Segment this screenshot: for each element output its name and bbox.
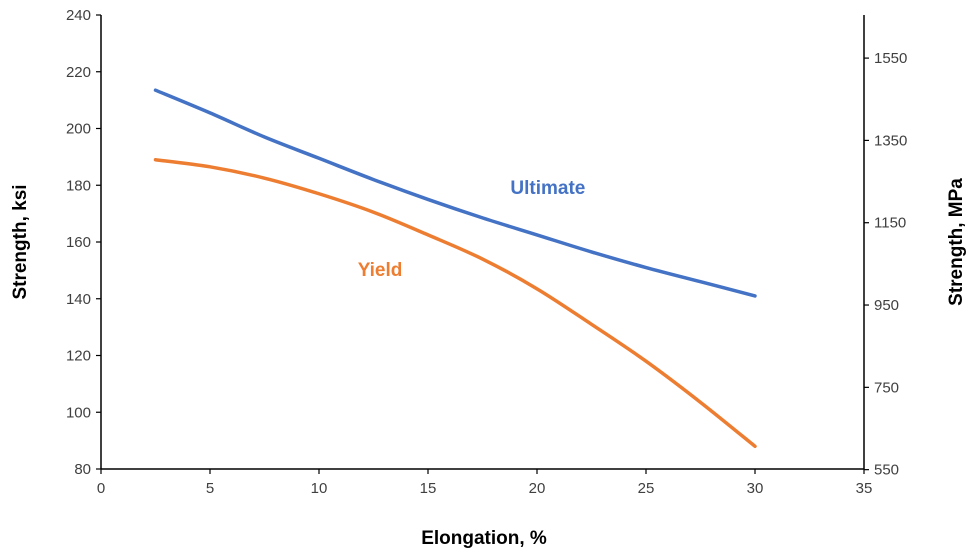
y2-axis-title: Strength, MPa <box>946 178 967 306</box>
y-tick-label: 240 <box>66 7 91 24</box>
x-tick-label: 10 <box>311 480 328 497</box>
x-axis-title: Elongation, % <box>421 528 547 549</box>
x-tick-label: 15 <box>420 480 437 497</box>
tick-labels: 0 5 10 15 20 25 30 35 80 100 120 140 160 180 200 220 240… <box>66 7 907 497</box>
y2-tick-label: 950 <box>874 297 899 314</box>
axes <box>96 14 869 474</box>
series-group <box>153 88 757 449</box>
y2-tick-label: 750 <box>874 379 899 396</box>
y-tick-label: 140 <box>66 291 91 308</box>
series-line-ultimate <box>153 88 757 298</box>
x-tick-label: 30 <box>747 480 764 497</box>
y2-tick-label: 1350 <box>874 132 907 149</box>
y-tick-label: 80 <box>74 461 91 478</box>
annotations: Ultimate Yield <box>358 178 586 281</box>
y-tick-label: 160 <box>66 234 91 251</box>
series-label-ultimate: Ultimate <box>510 178 585 199</box>
y-tick-label: 200 <box>66 121 91 138</box>
x-tick-label: 5 <box>206 480 214 497</box>
y2-tick-label: 1150 <box>874 215 906 232</box>
y-tick-label: 220 <box>66 64 91 81</box>
y-tick-label: 120 <box>66 348 91 365</box>
x-tick-label: 35 <box>856 480 873 497</box>
y-tick-label: 100 <box>66 404 91 421</box>
y2-tick-label: 1550 <box>874 50 907 67</box>
x-tick-label: 25 <box>638 480 655 497</box>
y2-tick-label: 550 <box>874 462 899 479</box>
series-label-yield: Yield <box>358 260 403 281</box>
y-tick-label: 180 <box>66 177 91 194</box>
x-tick-label: 0 <box>97 480 105 497</box>
x-tick-label: 20 <box>529 480 546 497</box>
y-axis-title: Strength, ksi <box>10 184 31 299</box>
series-line-yield <box>153 157 757 449</box>
